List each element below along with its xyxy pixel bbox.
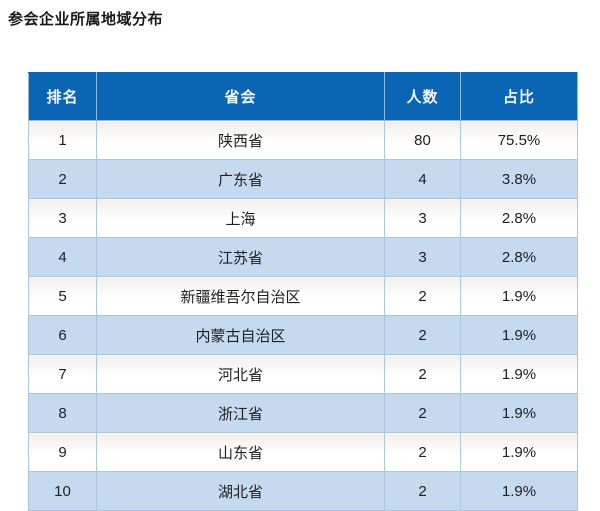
cell-rank: 6 (28, 315, 97, 355)
table-row: 5 新疆维吾尔自治区 2 1.9% (28, 276, 578, 316)
header-province: 省会 (96, 72, 385, 121)
cell-rank: 10 (28, 471, 97, 511)
table-row: 3 上海 3 2.8% (28, 198, 578, 238)
cell-count: 2 (384, 393, 461, 433)
cell-province: 上海 (96, 198, 385, 238)
cell-count: 2 (384, 471, 461, 511)
cell-rank: 9 (28, 432, 97, 472)
cell-count: 3 (384, 198, 461, 238)
header-count: 人数 (384, 72, 461, 121)
table-row: 6 内蒙古自治区 2 1.9% (28, 315, 578, 355)
header-rank: 排名 (28, 72, 97, 121)
table-row: 2 广东省 4 3.8% (28, 159, 578, 199)
cell-percent: 1.9% (460, 432, 578, 472)
cell-rank: 3 (28, 198, 97, 238)
cell-percent: 3.8% (460, 159, 578, 199)
cell-province: 浙江省 (96, 393, 385, 433)
cell-count: 2 (384, 315, 461, 355)
table-header: 排名 省会 人数 占比 (28, 72, 578, 121)
cell-province: 内蒙古自治区 (96, 315, 385, 355)
table-row: 4 江苏省 3 2.8% (28, 237, 578, 277)
cell-percent: 2.8% (460, 198, 578, 238)
cell-province: 陕西省 (96, 120, 385, 160)
cell-percent: 2.8% (460, 237, 578, 277)
header-percent: 占比 (460, 72, 578, 121)
cell-rank: 4 (28, 237, 97, 277)
cell-count: 3 (384, 237, 461, 277)
cell-count: 80 (384, 120, 461, 160)
cell-percent: 1.9% (460, 315, 578, 355)
table-row: 7 河北省 2 1.9% (28, 354, 578, 394)
cell-count: 2 (384, 276, 461, 316)
cell-rank: 5 (28, 276, 97, 316)
table-header-row: 排名 省会 人数 占比 (28, 72, 578, 121)
cell-percent: 1.9% (460, 471, 578, 511)
cell-rank: 2 (28, 159, 97, 199)
cell-rank: 7 (28, 354, 97, 394)
cell-rank: 8 (28, 393, 97, 433)
cell-province: 广东省 (96, 159, 385, 199)
table-row: 10 湖北省 2 1.9% (28, 471, 578, 511)
cell-count: 2 (384, 354, 461, 394)
cell-percent: 1.9% (460, 354, 578, 394)
cell-percent: 1.9% (460, 393, 578, 433)
cell-percent: 1.9% (460, 276, 578, 316)
table-body: 1 陕西省 80 75.5% 2 广东省 4 3.8% 3 上海 3 2.8% … (28, 120, 578, 511)
cell-province: 江苏省 (96, 237, 385, 277)
cell-province: 新疆维吾尔自治区 (96, 276, 385, 316)
table-row: 1 陕西省 80 75.5% (28, 120, 578, 160)
cell-province: 山东省 (96, 432, 385, 472)
table-row: 8 浙江省 2 1.9% (28, 393, 578, 433)
region-distribution-table: 排名 省会 人数 占比 1 陕西省 80 75.5% 2 广东省 4 3.8% … (28, 72, 578, 511)
cell-count: 4 (384, 159, 461, 199)
cell-rank: 1 (28, 120, 97, 160)
table-row: 9 山东省 2 1.9% (28, 432, 578, 472)
cell-percent: 75.5% (460, 120, 578, 160)
cell-province: 湖北省 (96, 471, 385, 511)
cell-count: 2 (384, 432, 461, 472)
page-title: 参会企业所属地域分布 (8, 11, 164, 28)
cell-province: 河北省 (96, 354, 385, 394)
